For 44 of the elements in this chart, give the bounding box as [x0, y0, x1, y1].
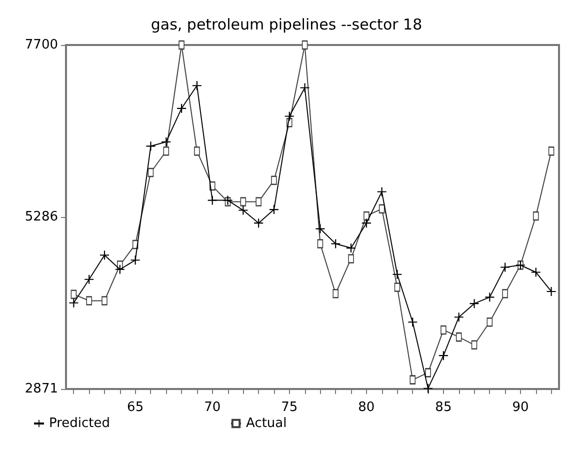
point: [177, 104, 186, 113]
point: [438, 351, 448, 360]
point: [531, 268, 540, 277]
point: [392, 270, 402, 279]
point: [454, 312, 464, 322]
point: [284, 112, 294, 121]
point: [377, 187, 386, 196]
point: [302, 40, 308, 50]
y-tick-label: 2871: [24, 382, 58, 396]
legend-label: Actual: [246, 416, 287, 431]
point: [269, 205, 278, 214]
legend-label: Predicted: [49, 416, 110, 431]
point: [115, 264, 124, 274]
point: [424, 384, 433, 393]
x-tick-label: 90: [512, 400, 529, 415]
point: [346, 244, 356, 253]
y-tick-label: 5286: [24, 209, 58, 224]
point: [485, 292, 494, 302]
chart-title: gas, petroleum pipelines --sector 18: [150, 16, 422, 34]
point: [146, 142, 156, 151]
point: [69, 298, 78, 308]
x-tick-label: 75: [281, 400, 298, 415]
x-tick-label: 85: [435, 400, 452, 415]
x-tick-label: 80: [358, 400, 375, 415]
point: [192, 81, 202, 90]
point: [162, 137, 171, 146]
x-tick-label: 65: [127, 400, 144, 415]
x-tick-label: 70: [204, 400, 221, 415]
point: [331, 239, 340, 248]
y-tick-label: 7700: [24, 38, 58, 52]
point: [208, 196, 217, 205]
point: [500, 262, 510, 272]
point: [130, 256, 140, 265]
point: [300, 83, 310, 92]
point: [238, 206, 248, 215]
point: [408, 318, 418, 327]
point: [254, 218, 264, 228]
point: [362, 218, 371, 228]
point: [178, 40, 185, 50]
point: [546, 286, 556, 296]
point: [100, 250, 110, 260]
point: [84, 274, 94, 284]
point: [316, 224, 325, 234]
point: [470, 299, 479, 308]
